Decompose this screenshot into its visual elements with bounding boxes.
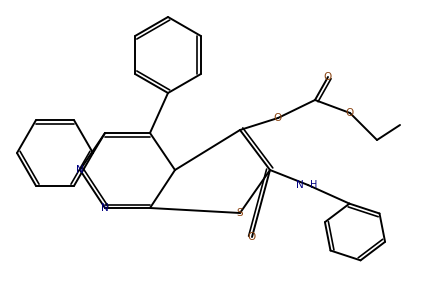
Text: N: N (296, 180, 304, 190)
Text: S: S (237, 208, 243, 218)
Text: O: O (346, 108, 354, 118)
Text: N: N (76, 165, 84, 175)
Text: O: O (324, 72, 332, 82)
Text: H: H (310, 180, 318, 190)
Text: N: N (101, 203, 109, 213)
Text: O: O (248, 232, 256, 242)
Text: O: O (274, 113, 282, 123)
